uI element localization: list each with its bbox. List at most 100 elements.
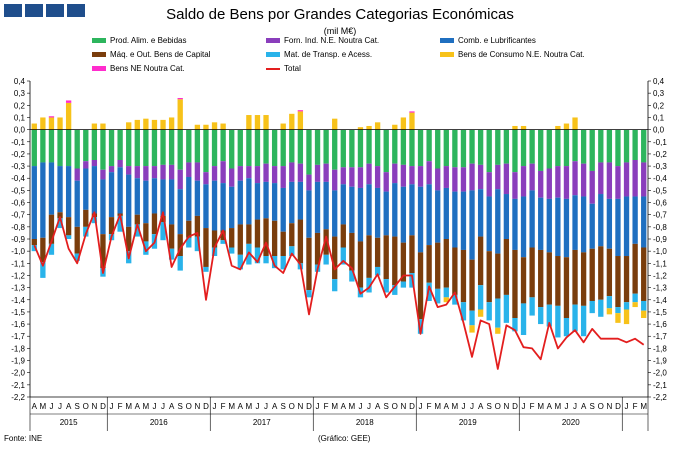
bar-transport: [194, 236, 201, 252]
bar-fuel: [623, 196, 630, 257]
bar-capital: [477, 236, 484, 286]
bar-food: [555, 129, 561, 167]
y-tick-label: 0,4: [14, 77, 26, 86]
x-month-label: M: [143, 402, 150, 411]
bar-fuel: [598, 194, 604, 247]
bar-fuel: [271, 183, 278, 221]
bar-capital: [186, 220, 192, 238]
bar-capital: [623, 256, 630, 303]
legend-item-fuel: Comb. e Lubrificantes: [440, 36, 536, 45]
bar-fuel: [306, 190, 312, 238]
legend-item-capital: Máq. e Out. Bens de Capital: [92, 50, 211, 59]
bar-food: [606, 129, 613, 163]
bar-food: [306, 129, 312, 175]
y-tick-label: -0,3: [11, 162, 25, 171]
x-month-label: M: [246, 402, 253, 411]
bar-capital: [126, 226, 132, 252]
bar-fuel: [632, 196, 638, 244]
bar-fuel: [151, 178, 158, 214]
bar-other: [349, 167, 355, 187]
bar-fuel: [572, 195, 578, 250]
bar-transport: [503, 294, 510, 323]
bar-fuel: [435, 190, 441, 243]
bar-capital: [366, 235, 372, 278]
bar-other: [598, 162, 604, 195]
bar-consumer: [409, 112, 415, 130]
bar-food: [409, 129, 415, 167]
bar-consumer: [31, 123, 37, 130]
bar-capital: [606, 248, 613, 297]
y-tick-label-right: 0,1: [653, 113, 665, 122]
bar-other: [203, 172, 209, 185]
bar-consumer: [469, 325, 475, 333]
chart-unit: (mil M€): [323, 26, 357, 36]
bar-food: [512, 129, 518, 173]
x-month-label: J: [358, 402, 362, 411]
bar-consumer: [263, 115, 269, 130]
bar-other: [615, 166, 621, 199]
legend-swatch: [440, 38, 454, 43]
bar-other: [443, 166, 449, 188]
bar-capital: [374, 237, 381, 267]
bar-consumer: [623, 309, 630, 325]
x-month-label: M: [452, 402, 459, 411]
bar-fuel: [100, 179, 106, 235]
bar-food: [452, 129, 458, 168]
bar-other: [220, 161, 226, 184]
bar-capital: [314, 232, 321, 265]
x-month-label: J: [522, 402, 526, 411]
bar-ne: [48, 116, 55, 118]
bar-food: [400, 129, 407, 165]
bar-other: [143, 166, 149, 181]
x-year-label: 2018: [356, 418, 374, 427]
bar-capital: [615, 256, 621, 308]
bar-food: [237, 129, 243, 167]
bar-food: [477, 129, 484, 165]
bar-transport: [254, 247, 261, 264]
bar-other: [563, 166, 570, 199]
y-tick-label-right: -0,6: [653, 199, 667, 208]
bar-consumer: [160, 119, 166, 130]
bar-transport: [220, 240, 226, 244]
x-month-label: D: [409, 402, 415, 411]
bar-transport: [374, 266, 381, 276]
bar-other: [160, 164, 166, 180]
bar-capital: [211, 230, 218, 248]
bar-fuel: [237, 180, 243, 225]
bar-consumer: [65, 102, 72, 130]
bar-fuel: [229, 186, 235, 229]
bar-transport: [426, 282, 432, 301]
bar-fuel: [74, 180, 80, 227]
x-month-label: J: [367, 402, 371, 411]
legend-label: Comb. e Lubrificantes: [458, 36, 536, 45]
x-year-label: 2017: [253, 418, 271, 427]
y-tick-label: -2,2: [11, 393, 25, 402]
bar-consumer: [400, 117, 407, 130]
bar-consumer: [57, 117, 63, 130]
bar-food: [246, 129, 252, 167]
x-month-label: N: [297, 402, 303, 411]
bar-fuel: [263, 181, 269, 219]
bar-other: [126, 166, 132, 175]
bar-consumer: [520, 125, 527, 130]
y-tick-label-right: 0,2: [653, 101, 665, 110]
bar-fuel: [40, 162, 46, 238]
bar-fuel: [211, 180, 218, 231]
bar-transport: [332, 279, 338, 292]
y-tick-label: -0,2: [11, 150, 25, 159]
x-month-label: O: [83, 402, 89, 411]
bar-food: [495, 129, 501, 165]
bar-transport: [572, 304, 578, 332]
bar-consumer: [555, 125, 561, 130]
bar-food: [194, 129, 201, 163]
bar-transport: [495, 298, 501, 328]
y-tick-label-right: -1,1: [653, 259, 667, 268]
bar-fuel: [297, 181, 304, 220]
y-tick-label-right: -1,9: [653, 357, 667, 366]
x-month-label: A: [478, 402, 484, 411]
bar-other: [297, 163, 304, 182]
bar-fuel: [469, 190, 475, 260]
bar-other: [520, 166, 527, 197]
y-tick-label: -1,7: [11, 332, 25, 341]
bar-other: [529, 163, 535, 191]
